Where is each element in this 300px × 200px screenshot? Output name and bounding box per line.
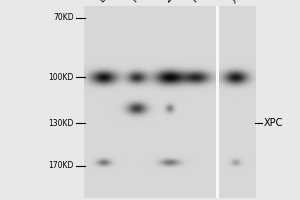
Text: 170KD: 170KD xyxy=(49,162,74,170)
Text: XPC: XPC xyxy=(264,118,284,128)
Text: LO2: LO2 xyxy=(97,0,115,4)
Text: 70KD: 70KD xyxy=(53,14,74,22)
Text: HeLa: HeLa xyxy=(130,0,152,4)
Text: HT-1080: HT-1080 xyxy=(190,0,221,4)
Text: 293T: 293T xyxy=(163,0,184,4)
Text: 100KD: 100KD xyxy=(49,72,74,82)
Text: Jurkat: Jurkat xyxy=(229,0,253,4)
Text: 130KD: 130KD xyxy=(49,118,74,128)
